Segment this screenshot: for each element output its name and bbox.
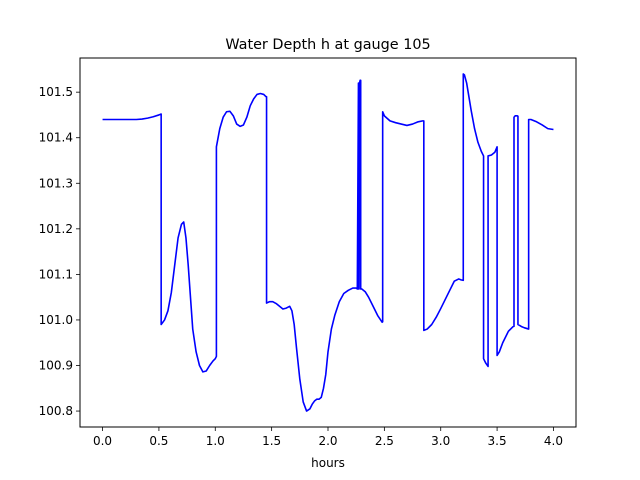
x-tick-label: 1.0 [206, 434, 225, 448]
y-axis-ticks: 100.8 100.9 101.0 101.1 101.2 101.3 101.4 101.5 [39, 85, 80, 418]
chart-title: Water Depth h at gauge 105 [225, 37, 430, 53]
plot-area [80, 58, 576, 427]
y-tick-label: 100.8 [39, 404, 73, 418]
y-tick-label: 101.4 [39, 131, 73, 145]
y-tick-label: 101.5 [39, 85, 73, 99]
y-tick-label: 101.2 [39, 222, 73, 236]
x-tick-label: 4.0 [544, 434, 563, 448]
x-tick-label: 2.5 [375, 434, 394, 448]
x-axis-ticks: 0.0 0.5 1.0 1.5 2.0 2.5 3.0 3.5 4.0 [93, 427, 563, 448]
x-tick-label: 1.5 [262, 434, 281, 448]
x-tick-label: 3.0 [431, 434, 450, 448]
y-tick-label: 101.0 [39, 313, 73, 327]
data-layer [102, 73, 554, 412]
y-tick-label: 100.9 [39, 359, 73, 373]
x-tick-label: 0.5 [149, 434, 168, 448]
plot-frame [79, 57, 577, 428]
x-axis-title: hours [311, 456, 345, 470]
y-tick-label: 101.3 [39, 176, 73, 190]
x-tick-label: 2.0 [318, 434, 337, 448]
x-tick-label: 0.0 [93, 434, 112, 448]
y-tick-label: 101.1 [39, 267, 73, 281]
series-line-0 [102, 73, 554, 412]
x-tick-label: 3.5 [488, 434, 507, 448]
